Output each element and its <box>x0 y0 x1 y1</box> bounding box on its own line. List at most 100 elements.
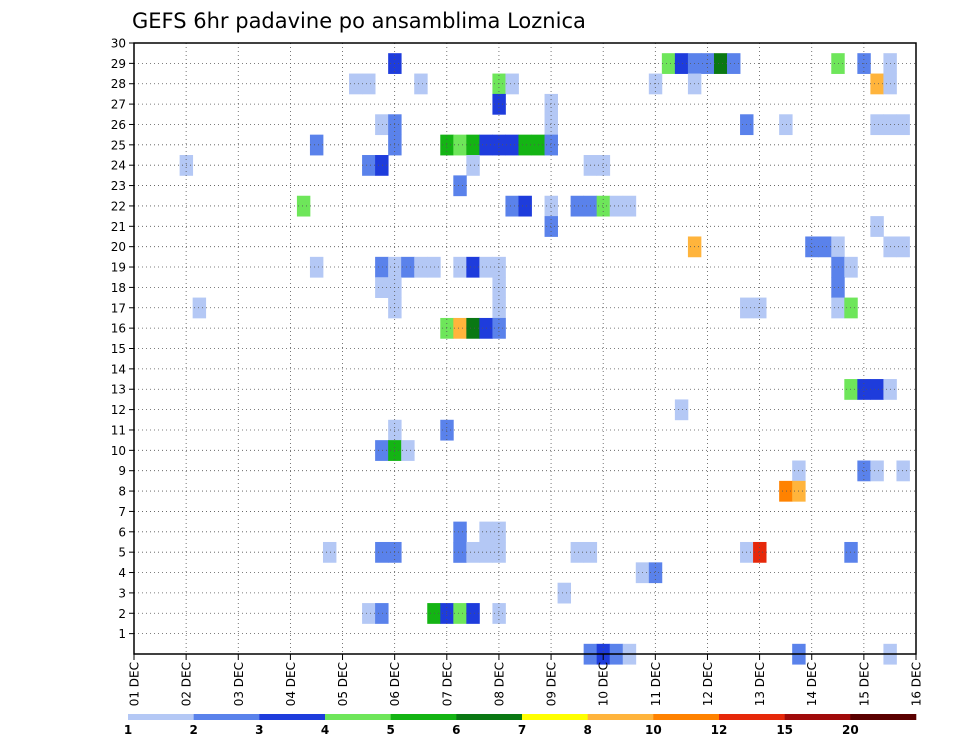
heatmap-cell <box>375 603 389 624</box>
heatmap-cell <box>779 114 793 136</box>
heatmap-cell <box>466 317 480 339</box>
heatmap-cell <box>844 541 858 563</box>
colorbar-label: 1 <box>124 723 132 737</box>
x-tick-label: 10 DEC <box>597 662 611 706</box>
colorbar-label: 4 <box>321 723 329 737</box>
x-tick-label: 03 DEC <box>232 662 246 706</box>
heatmap-cell <box>727 53 741 74</box>
heatmap-cell <box>870 73 884 95</box>
x-tick-label: 16 DEC <box>910 662 924 706</box>
x-tick-label: 06 DEC <box>388 662 402 706</box>
heatmap-cell <box>870 114 884 136</box>
colorbar-swatch <box>325 714 391 720</box>
heatmap-cell <box>844 256 858 278</box>
heatmap-cell <box>296 195 311 217</box>
heatmap-cell <box>753 541 767 563</box>
heatmap-cell <box>375 114 389 136</box>
y-tick-label: 19 <box>111 261 126 275</box>
y-tick-label: 22 <box>111 199 126 213</box>
heatmap-cell <box>492 603 506 624</box>
heatmap-cell <box>896 236 910 258</box>
heatmap-cell <box>466 541 480 563</box>
y-tick-label: 11 <box>111 423 126 437</box>
heatmap-cell <box>492 93 506 115</box>
heatmap-cell <box>414 256 428 278</box>
x-tick-label: 05 DEC <box>336 662 350 706</box>
x-tick-label: 07 DEC <box>440 662 454 706</box>
heatmap-cell <box>818 236 832 258</box>
y-tick-label: 29 <box>111 57 126 71</box>
colorbar-swatch <box>522 714 588 720</box>
y-tick-label: 4 <box>118 566 126 580</box>
heatmap-cell <box>870 460 884 482</box>
heatmap-cell <box>570 195 585 217</box>
heatmap-cell <box>492 134 506 156</box>
y-tick-label: 23 <box>111 179 126 193</box>
heatmap-cell <box>466 256 480 278</box>
heatmap-cell <box>453 256 467 278</box>
heatmap-cell <box>362 603 376 624</box>
y-tick-label: 12 <box>111 403 126 417</box>
y-tick-label: 28 <box>111 77 126 91</box>
heatmap-cell <box>322 541 337 563</box>
colorbar-label: 5 <box>386 723 394 737</box>
y-tick-label: 20 <box>111 240 126 254</box>
y-tick-label: 26 <box>111 118 126 132</box>
heatmap-cell <box>844 379 858 400</box>
heatmap-cell <box>831 297 845 319</box>
heatmap-cells <box>179 53 910 665</box>
heatmap-cell <box>831 53 845 74</box>
x-axis-ticks: 01 DEC 02 DEC 03 DEC 04 DEC 05 DEC 06 DEC 07 D… <box>128 654 924 706</box>
x-tick-label: 01 DEC <box>128 662 142 706</box>
y-tick-label: 30 <box>111 37 126 51</box>
colorbar-swatch <box>193 714 260 720</box>
heatmap-cell <box>375 277 389 298</box>
colorbar-swatch <box>719 714 785 720</box>
y-tick-label: 9 <box>118 464 126 478</box>
y-tick-label: 15 <box>111 342 126 356</box>
heatmap-cell <box>427 603 441 624</box>
y-tick-label: 25 <box>111 138 126 152</box>
heatmap-cell <box>674 53 689 74</box>
y-tick-label: 3 <box>118 586 126 600</box>
heatmap-cell <box>492 521 506 543</box>
heatmap-cell <box>622 195 637 217</box>
heatmap-cell <box>713 53 728 74</box>
heatmap-cell <box>596 195 611 217</box>
colorbar-swatch <box>390 714 457 720</box>
heatmap-cell <box>362 73 376 95</box>
heatmap-cell <box>453 603 467 624</box>
colorbar: 1 2 3 4 5 6 7 8 10 12 15 20 <box>124 714 917 737</box>
heatmap-cell <box>505 134 519 156</box>
heatmap-cell <box>831 236 845 258</box>
y-tick-label: 10 <box>111 444 126 458</box>
y-tick-label: 18 <box>111 281 126 295</box>
heatmap-cell <box>492 541 506 563</box>
colorbar-label: 20 <box>842 723 859 737</box>
heatmap-cell <box>544 93 558 115</box>
heatmap-cell <box>570 541 585 563</box>
x-tick-label: 12 DEC <box>701 662 715 706</box>
heatmap-cell <box>831 277 845 298</box>
y-tick-label: 16 <box>111 322 126 336</box>
heatmap-cell <box>505 195 519 217</box>
y-tick-label: 13 <box>111 383 126 397</box>
heatmap-cell <box>453 521 467 543</box>
heatmap-cell <box>544 216 558 237</box>
y-tick-label: 14 <box>111 362 126 376</box>
colorbar-label: 2 <box>189 723 197 737</box>
colorbar-swatch <box>784 714 851 720</box>
heatmap-cell <box>375 256 389 278</box>
colorbar-swatch <box>653 714 720 720</box>
y-tick-label: 2 <box>118 607 126 621</box>
x-tick-label: 02 DEC <box>180 662 194 706</box>
heatmap-cell <box>896 460 910 482</box>
heatmap-cell <box>453 317 467 339</box>
heatmap-cell <box>870 379 884 400</box>
heatmap-cell <box>401 440 415 461</box>
heatmap-cell <box>453 175 467 197</box>
x-tick-label: 04 DEC <box>284 662 298 706</box>
heatmap-cell <box>466 134 480 156</box>
y-tick-label: 21 <box>111 220 126 234</box>
colorbar-label: 7 <box>518 723 526 737</box>
